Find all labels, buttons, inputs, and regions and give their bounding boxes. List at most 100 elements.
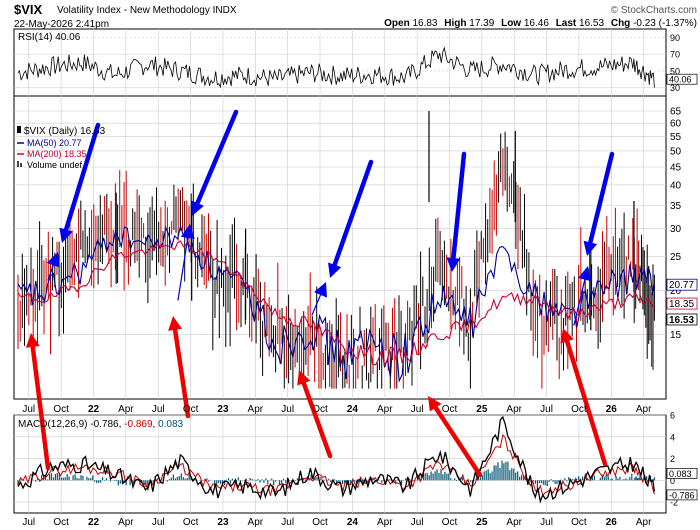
red-arrow (172, 327, 191, 419)
thin-blue-arrow-head (180, 224, 195, 239)
macd-tick-label: 2 (670, 454, 675, 464)
thin-blue-arrow (177, 237, 189, 301)
x-tick-label: Oct (53, 517, 69, 528)
x-tick-label: 22 (88, 404, 100, 415)
price-tick-label: 55 (670, 132, 682, 143)
red-arrow-head (297, 370, 311, 386)
x-tick-label: Oct (571, 517, 587, 528)
price-value-label: 16.53 (669, 315, 694, 326)
x-tick-label: 24 (347, 404, 359, 415)
price-value-box (666, 313, 698, 326)
macd-value-box (666, 468, 698, 479)
x-tick-label: Jul (22, 404, 35, 415)
x-tick-label: Jul (540, 517, 553, 528)
x-tick-label: 22 (88, 517, 100, 528)
x-tick-label: Oct (183, 404, 199, 415)
red-arrow-head (168, 316, 182, 331)
price-legend: $VIX (Daily) 16.53 (24, 126, 106, 137)
x-tick-label: Oct (571, 404, 587, 415)
volume-legend: Volume undef (27, 160, 83, 170)
rsi-tick-label: 30 (670, 83, 680, 93)
price-tick-label: 35 (670, 201, 682, 212)
x-tick-label: Jul (22, 517, 35, 528)
x-tick-label: Apr (377, 517, 393, 528)
macd-value-box (666, 489, 698, 501)
price-tick-label: 50 (670, 146, 682, 157)
price-tick-label: 65 (670, 107, 682, 118)
thin-blue-arrow (47, 264, 54, 281)
rsi-line (17, 46, 655, 89)
rsi-tick-label: 50 (670, 66, 680, 76)
price-tick-label: 40 (670, 180, 682, 191)
x-tick-label: 25 (476, 404, 488, 415)
macd-tick-label: 6 (670, 411, 675, 421)
macd-value-label: 0.083 (669, 469, 692, 479)
price-value-label: 20.77 (669, 280, 694, 291)
x-tick-label: 25 (476, 517, 488, 528)
ma50-legend: MA(50) 20.77 (27, 138, 82, 148)
rsi-value-box (666, 73, 698, 85)
price-tick-label: 15 (670, 330, 682, 341)
x-tick-label: Apr (506, 404, 522, 415)
rsi-layer (17, 46, 655, 89)
symbol-title: $VIX (14, 2, 43, 17)
red-arrow (433, 405, 483, 478)
price-legend-swatch (17, 126, 21, 133)
x-tick-label: Oct (442, 517, 458, 528)
x-tick-label: 26 (606, 404, 618, 415)
red-arrow (301, 380, 333, 459)
arrow-annotations (25, 109, 615, 478)
thin-blue-arrow-head (46, 252, 60, 268)
x-tick-label: Jul (411, 517, 424, 528)
x-tick-label: Apr (118, 404, 134, 415)
red-arrow (564, 339, 608, 467)
x-tick-label: Oct (442, 404, 458, 415)
blue-arrow-head (446, 257, 461, 272)
thin-blue-arrow (573, 279, 586, 326)
index-name: Volatility Index - New Methodology INDX (57, 5, 237, 16)
price-value-box (666, 297, 698, 310)
x-tick-label: Oct (312, 517, 328, 528)
blue-arrow (63, 122, 101, 232)
macd-line (17, 415, 656, 504)
volume-legend-swatch (17, 161, 19, 167)
x-tick-label: Apr (118, 517, 134, 528)
x-tick-label: 23 (217, 517, 229, 528)
x-tick-label: Jul (281, 404, 294, 415)
price-tick-label: 45 (670, 162, 682, 173)
thin-blue-arrow-head (577, 266, 592, 282)
x-tick-label: Jul (152, 404, 165, 415)
x-tick-label: 24 (347, 517, 359, 528)
x-tick-label: Jul (152, 517, 165, 528)
macd-tick-label: 0 (670, 476, 675, 486)
rsi-value-label: 40.06 (669, 75, 692, 85)
red-arrow-head (428, 396, 442, 412)
blue-arrow-head (59, 227, 73, 243)
price-tick-label: 25 (670, 252, 682, 263)
price-tick-label: 60 (670, 119, 682, 130)
red-arrow-head (25, 333, 40, 348)
macd-histogram (17, 460, 656, 488)
red-arrow-head (560, 328, 574, 344)
chart-date: 22-May-2026 2:41pm (14, 19, 109, 30)
macd-tick-label: -2 (670, 498, 678, 508)
x-tick-label: Jul (540, 404, 553, 415)
price-value-box (666, 278, 698, 291)
price-tick-label: 20 (670, 286, 682, 297)
axis-labels: Jul Jul Oct Oct 22 22 Apr Apr Jul Jul Oct Oct 23 23 Ap… (22, 33, 698, 528)
x-tick-label: Apr (248, 404, 264, 415)
ohlc-readout: Open 16.83 High 17.39 Low 16.46 Last 16.… (384, 18, 697, 29)
ma200-line (17, 240, 655, 367)
rsi-legend: RSI(14) 40.06 (18, 32, 81, 43)
watermark: © StockCharts.com (611, 5, 697, 16)
x-tick-label: Jul (281, 517, 294, 528)
rsi-panel (13, 28, 667, 97)
x-tick-label: 26 (606, 517, 618, 528)
blue-arrow-head (191, 200, 204, 216)
blue-arrow (451, 151, 467, 261)
x-tick-label: Apr (248, 517, 264, 528)
blue-arrow (588, 151, 615, 245)
macd-legend: MACD(12,26,9) -0.786, -0.869, 0.083 (18, 419, 184, 430)
x-tick-label: Apr (636, 404, 652, 415)
